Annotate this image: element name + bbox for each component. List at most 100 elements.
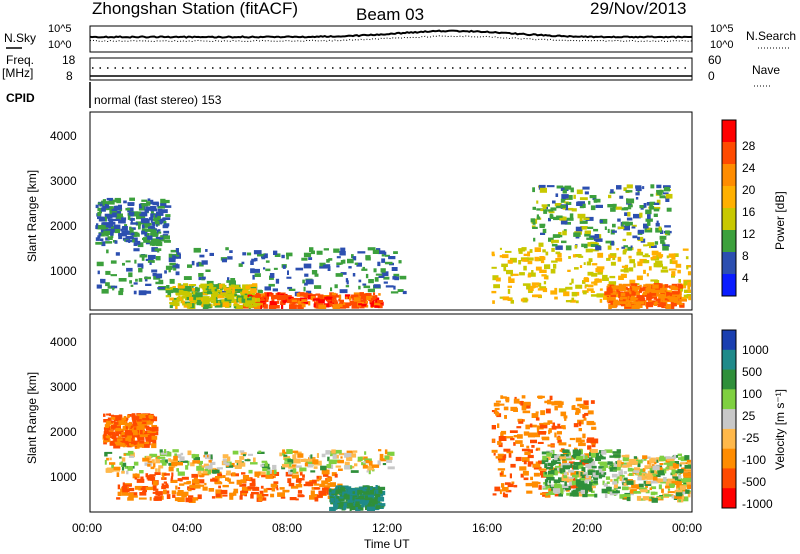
data-cell bbox=[178, 296, 183, 301]
data-cell bbox=[548, 237, 554, 242]
data-cell bbox=[151, 269, 158, 273]
data-cell bbox=[499, 474, 507, 477]
data-cell bbox=[645, 287, 651, 293]
data-cell bbox=[142, 486, 149, 490]
y-ticks-velocity: 4000 3000 2000 1000 bbox=[50, 335, 77, 484]
data-cell bbox=[686, 265, 689, 270]
data-cell bbox=[607, 284, 615, 288]
data-cell bbox=[160, 495, 164, 500]
data-cell bbox=[127, 207, 134, 213]
data-cell bbox=[121, 470, 125, 474]
data-cell bbox=[499, 255, 507, 258]
data-cell bbox=[340, 456, 343, 459]
data-cell bbox=[679, 485, 687, 490]
data-cell bbox=[121, 440, 129, 445]
data-cell bbox=[251, 483, 256, 486]
data-cell bbox=[626, 232, 632, 236]
data-cell bbox=[257, 289, 262, 293]
data-cell bbox=[234, 289, 243, 292]
data-cell bbox=[128, 211, 135, 216]
data-cell bbox=[639, 205, 646, 209]
data-cell bbox=[108, 200, 115, 203]
data-cell bbox=[590, 205, 596, 211]
y-tick-power-2000: 2000 bbox=[50, 219, 77, 233]
data-cell bbox=[243, 487, 252, 491]
data-cell bbox=[536, 208, 544, 211]
data-cell bbox=[656, 286, 662, 291]
data-cell bbox=[536, 428, 540, 434]
data-cell bbox=[275, 295, 278, 299]
data-cell bbox=[301, 299, 307, 302]
data-cell bbox=[666, 462, 675, 467]
data-cell bbox=[205, 464, 213, 470]
data-cell bbox=[649, 458, 656, 464]
data-cell bbox=[533, 237, 536, 242]
freq-label-2: [MHz] bbox=[2, 66, 33, 80]
data-cell bbox=[563, 291, 570, 297]
nsearch-label: N.Search bbox=[746, 29, 796, 43]
data-cell bbox=[251, 491, 259, 495]
data-cell bbox=[343, 495, 350, 500]
data-cell bbox=[667, 456, 676, 461]
data-cell bbox=[539, 187, 547, 193]
data-cell bbox=[593, 480, 598, 484]
data-cell bbox=[596, 293, 605, 298]
data-cell bbox=[337, 483, 343, 487]
data-cell bbox=[128, 492, 134, 498]
data-cell bbox=[587, 470, 596, 476]
data-cell bbox=[644, 465, 648, 470]
data-cell bbox=[684, 289, 691, 293]
data-cell bbox=[338, 497, 345, 502]
data-cell bbox=[262, 494, 269, 497]
data-cell bbox=[162, 475, 165, 480]
data-cell bbox=[662, 300, 668, 304]
data-cell bbox=[288, 296, 294, 300]
data-cell bbox=[160, 239, 165, 242]
data-cell bbox=[523, 431, 530, 436]
data-cell bbox=[309, 495, 315, 500]
data-cell bbox=[538, 485, 542, 490]
data-cell bbox=[171, 490, 177, 495]
data-cell bbox=[192, 453, 196, 459]
data-cell bbox=[95, 241, 103, 245]
data-cell bbox=[367, 487, 373, 490]
data-cell bbox=[247, 477, 251, 481]
vel-cbar-tick-m100: -100 bbox=[742, 453, 766, 467]
data-cell bbox=[663, 477, 667, 482]
data-cell bbox=[333, 248, 340, 253]
data-cell bbox=[684, 455, 690, 460]
data-cell bbox=[573, 423, 579, 428]
data-cell bbox=[508, 278, 515, 283]
data-cell bbox=[371, 501, 378, 505]
data-cell bbox=[684, 281, 688, 286]
data-cell bbox=[196, 297, 202, 303]
data-cell bbox=[202, 297, 208, 301]
colorbar-swatch bbox=[722, 488, 736, 509]
data-cell bbox=[182, 300, 185, 305]
data-cell bbox=[583, 217, 590, 220]
data-cell bbox=[671, 495, 675, 499]
data-cell bbox=[542, 249, 546, 253]
data-cell bbox=[157, 287, 165, 290]
data-cell bbox=[345, 285, 350, 288]
colorbar-swatch bbox=[722, 349, 736, 371]
data-cell bbox=[100, 278, 103, 282]
data-cell bbox=[302, 301, 310, 305]
data-cell bbox=[122, 462, 127, 467]
data-cell bbox=[572, 254, 576, 258]
data-cell bbox=[202, 296, 210, 300]
data-cell bbox=[680, 491, 686, 495]
data-cell bbox=[522, 297, 528, 303]
data-cell bbox=[516, 426, 522, 429]
x-tick-0: 00:00 bbox=[72, 521, 102, 535]
data-cell bbox=[562, 449, 568, 453]
data-cell bbox=[589, 195, 597, 199]
data-cell bbox=[97, 211, 101, 217]
data-cell bbox=[147, 478, 152, 481]
data-cell bbox=[352, 302, 357, 306]
data-cell bbox=[613, 454, 621, 458]
data-cell bbox=[687, 289, 691, 293]
data-cell bbox=[304, 462, 308, 467]
data-cell bbox=[155, 256, 161, 261]
data-cell bbox=[360, 294, 368, 299]
